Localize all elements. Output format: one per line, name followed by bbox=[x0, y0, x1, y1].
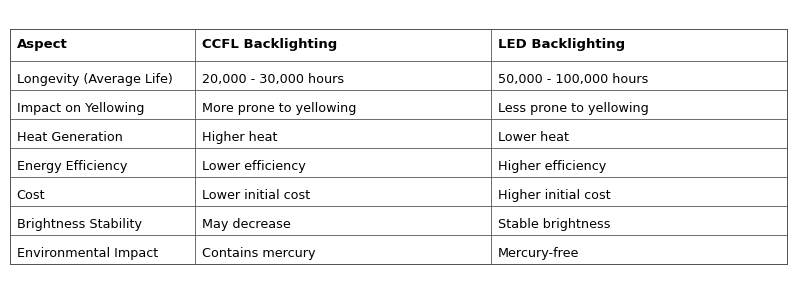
Text: 50,000 - 100,000 hours: 50,000 - 100,000 hours bbox=[498, 73, 649, 86]
Text: Aspect: Aspect bbox=[17, 38, 67, 51]
Text: Contains mercury: Contains mercury bbox=[202, 247, 315, 260]
Text: Energy Efficiency: Energy Efficiency bbox=[17, 160, 127, 173]
Text: Lower heat: Lower heat bbox=[498, 131, 569, 144]
Text: Higher efficiency: Higher efficiency bbox=[498, 160, 607, 173]
Text: Heat Generation: Heat Generation bbox=[17, 131, 123, 144]
Bar bbox=[10, 29, 787, 263]
Text: Mercury-free: Mercury-free bbox=[498, 247, 579, 260]
Text: Lower initial cost: Lower initial cost bbox=[202, 189, 310, 202]
Text: Impact on Yellowing: Impact on Yellowing bbox=[17, 102, 144, 115]
Text: Higher initial cost: Higher initial cost bbox=[498, 189, 611, 202]
Text: Higher heat: Higher heat bbox=[202, 131, 277, 144]
Text: Brightness Stability: Brightness Stability bbox=[17, 218, 142, 231]
Text: Less prone to yellowing: Less prone to yellowing bbox=[498, 102, 649, 115]
Text: Stable brightness: Stable brightness bbox=[498, 218, 611, 231]
Text: Cost: Cost bbox=[17, 189, 45, 202]
Text: More prone to yellowing: More prone to yellowing bbox=[202, 102, 356, 115]
Text: CCFL Backlighting: CCFL Backlighting bbox=[202, 38, 337, 51]
Text: Environmental Impact: Environmental Impact bbox=[17, 247, 158, 260]
Text: May decrease: May decrease bbox=[202, 218, 290, 231]
Text: Lower efficiency: Lower efficiency bbox=[202, 160, 305, 173]
Text: LED Backlighting: LED Backlighting bbox=[498, 38, 625, 51]
Text: 20,000 - 30,000 hours: 20,000 - 30,000 hours bbox=[202, 73, 344, 86]
Text: Longevity (Average Life): Longevity (Average Life) bbox=[17, 73, 172, 86]
